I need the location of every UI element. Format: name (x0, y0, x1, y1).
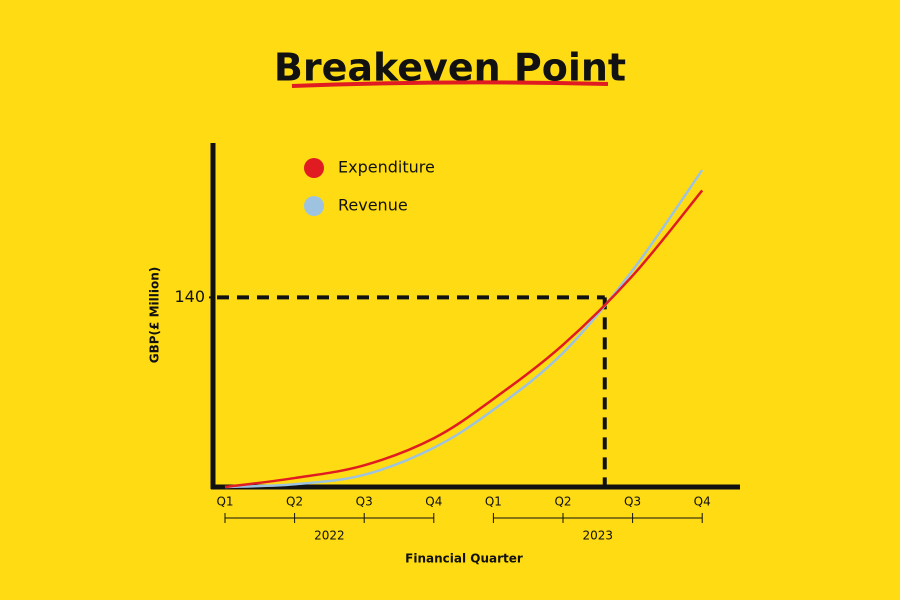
x-tick-label: Q1 (485, 495, 502, 509)
x-tick-label: Q2 (554, 495, 571, 509)
legend-swatch (304, 196, 324, 216)
legend-swatch (304, 158, 324, 178)
x-axis-label: Financial Quarter (405, 552, 523, 566)
y-tick-label: 140 (174, 287, 205, 306)
x-tick-label: Q3 (624, 495, 641, 509)
legend-label: Revenue (338, 196, 408, 215)
x-tick-label: Q4 (425, 495, 442, 509)
legend-label: Expenditure (338, 158, 435, 177)
x-tick-label: Q3 (356, 495, 373, 509)
series-line (224, 169, 704, 489)
series-line (224, 189, 704, 489)
group-label: 2023 (583, 529, 614, 543)
x-tick-label: Q1 (216, 495, 233, 509)
title-underline (291, 80, 609, 88)
group-label: 2022 (314, 529, 345, 543)
x-tick-label: Q4 (694, 495, 711, 509)
x-tick-label: Q2 (286, 495, 303, 509)
y-axis-label: GBP(£ Million) (148, 267, 162, 363)
